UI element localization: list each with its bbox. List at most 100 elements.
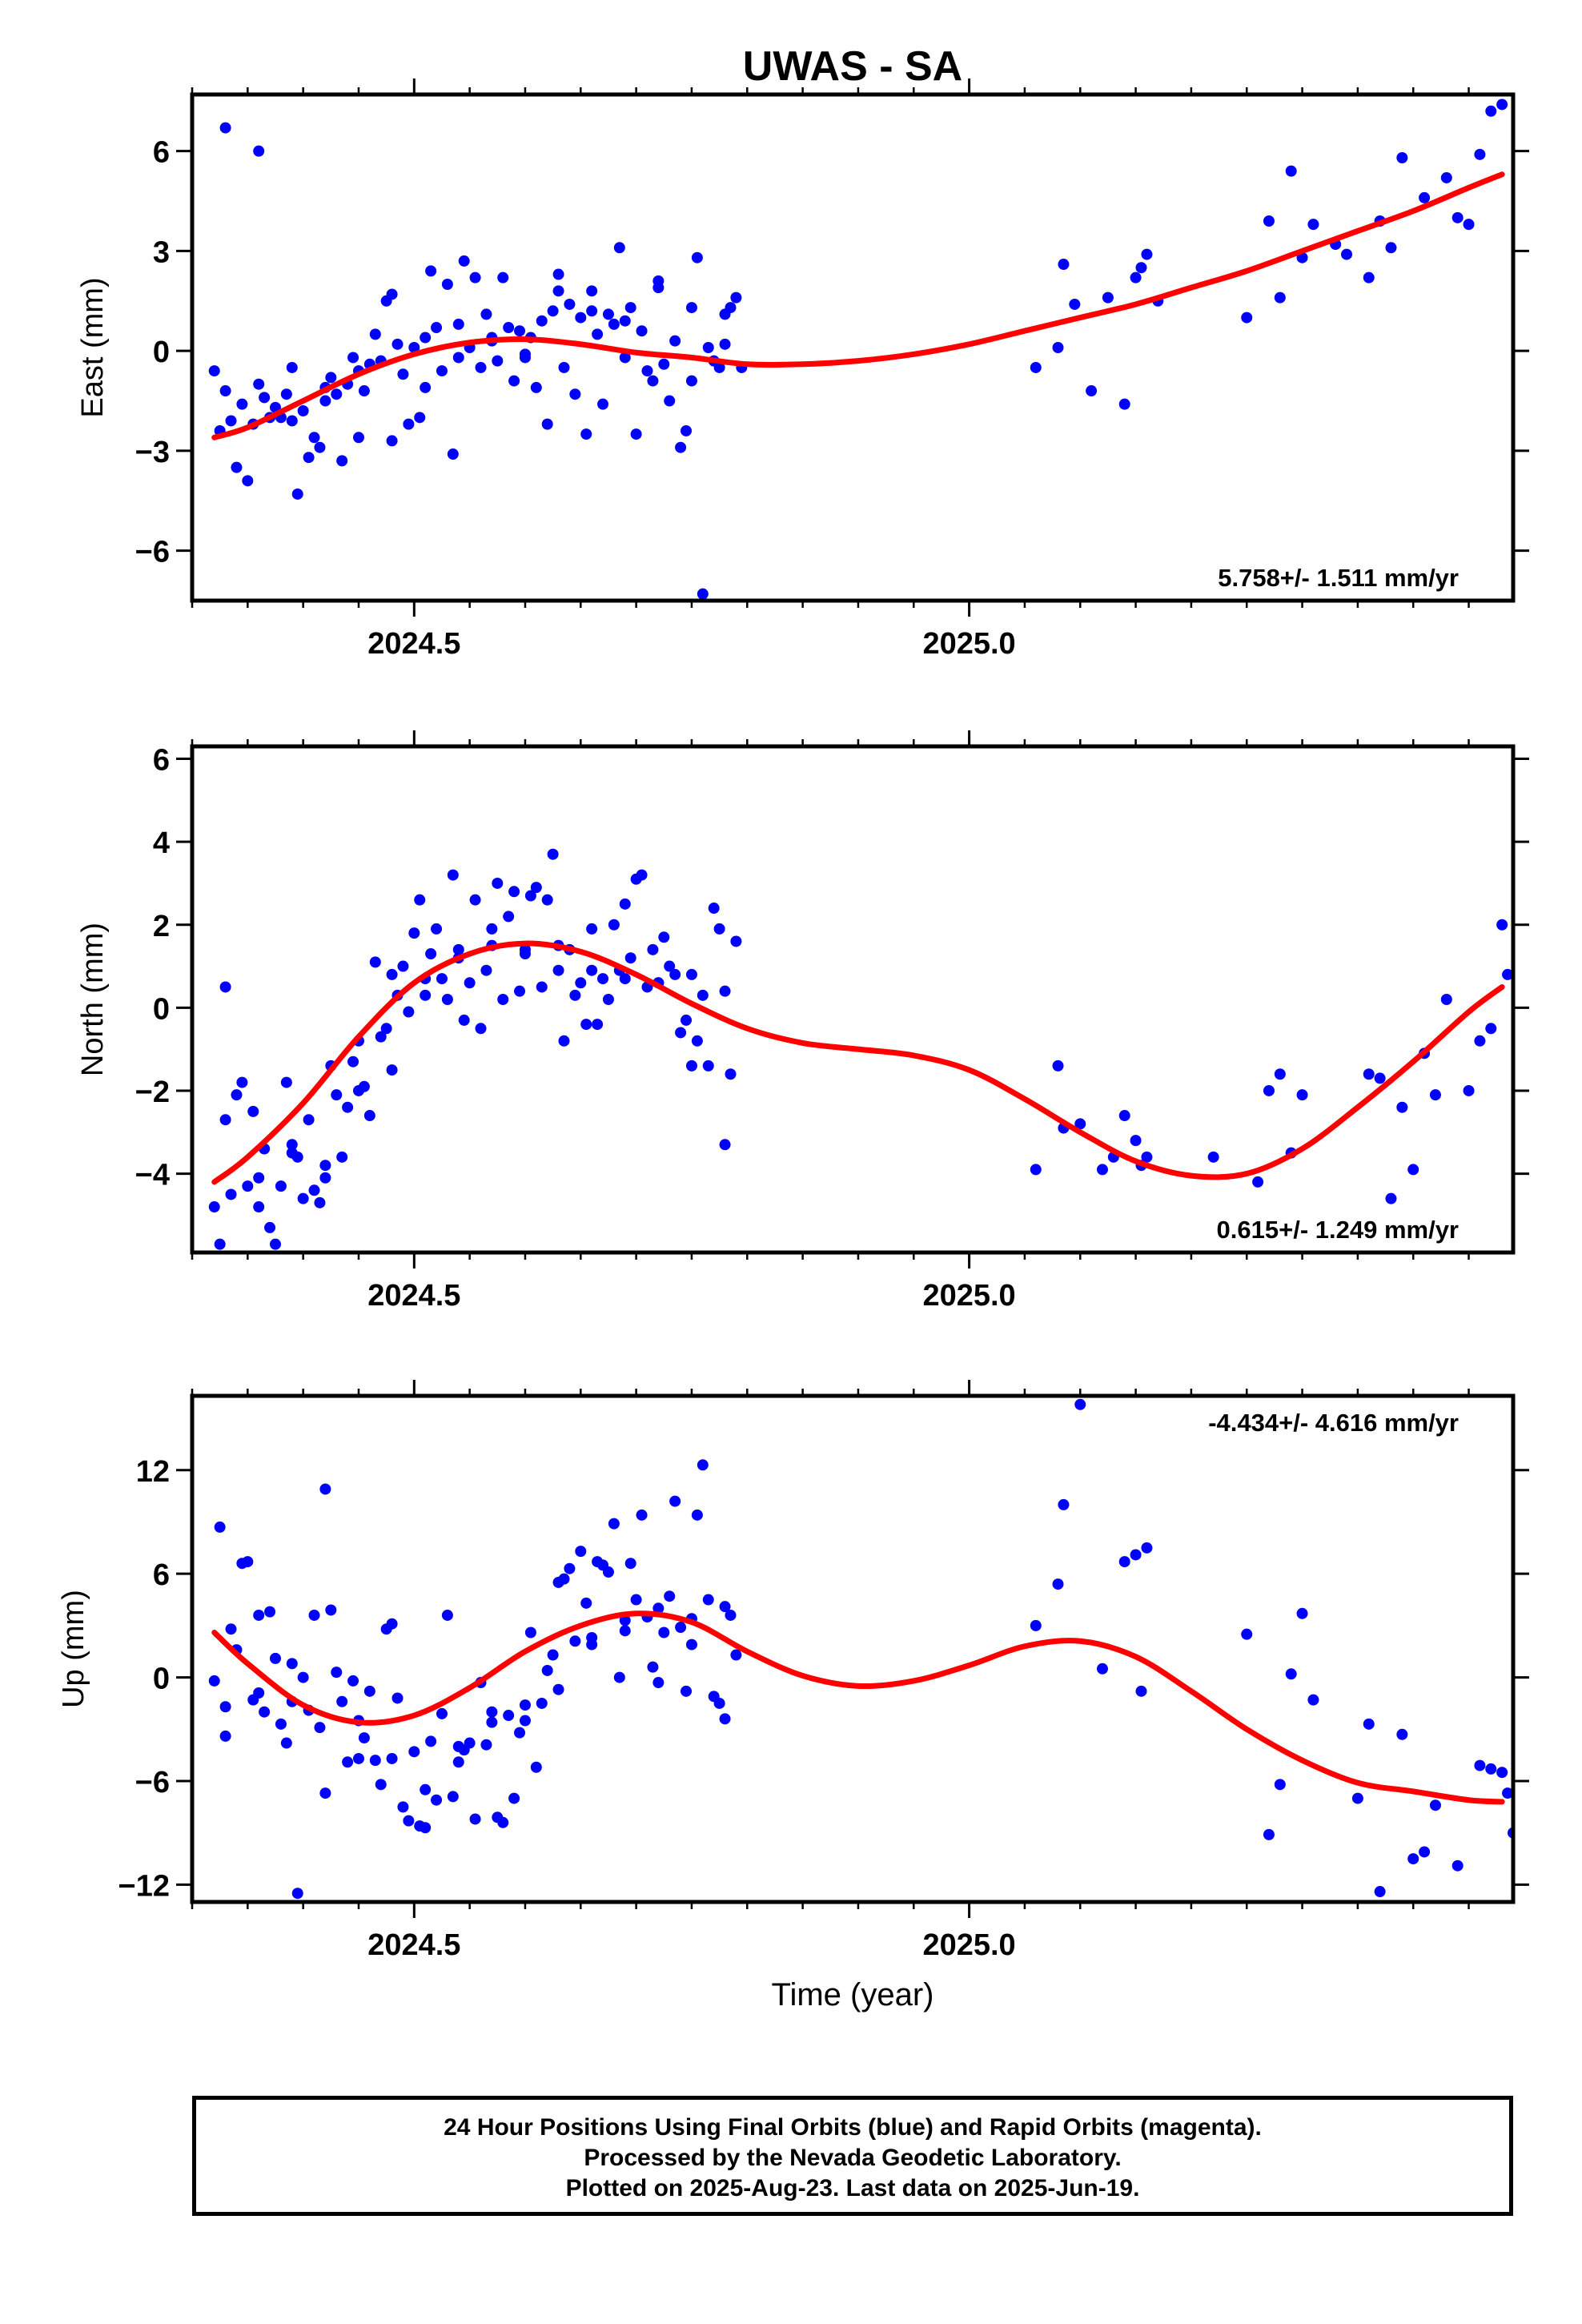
- up-data-point: [452, 1756, 464, 1768]
- up-data-point: [669, 1495, 681, 1507]
- north-data-point: [297, 1192, 309, 1204]
- east-data-point: [619, 315, 631, 327]
- north-data-point: [636, 869, 648, 881]
- north-data-point: [1141, 1151, 1153, 1163]
- east-data-point: [236, 398, 248, 410]
- east-data-point: [730, 292, 742, 304]
- up-data-point: [619, 1625, 631, 1637]
- north-data-point: [1485, 1023, 1497, 1035]
- up-data-point: [342, 1756, 354, 1768]
- up-data-point: [325, 1604, 337, 1616]
- north-data-point: [1440, 994, 1452, 1005]
- north-data-point: [375, 1031, 387, 1043]
- up-data-point: [480, 1739, 492, 1751]
- north-data-point: [691, 1035, 703, 1047]
- up-data-point: [1396, 1728, 1408, 1740]
- up-data-point: [1374, 1886, 1386, 1898]
- footer-box: 24 Hour Positions Using Final Orbits (bl…: [192, 2096, 1513, 2216]
- east-data-point: [1102, 292, 1114, 304]
- north-data-point: [1207, 1151, 1219, 1163]
- up-data-point: [1030, 1619, 1042, 1631]
- north-data-point: [386, 1064, 398, 1076]
- east-data-point: [492, 355, 504, 367]
- east-data-point: [231, 461, 243, 473]
- east-data-point: [608, 318, 620, 330]
- east-data-point: [541, 418, 553, 430]
- up-data-point: [469, 1813, 481, 1825]
- east-data-point: [1263, 215, 1275, 227]
- north-data-point: [1407, 1164, 1419, 1176]
- east-data-point: [569, 388, 581, 400]
- east-data-point: [208, 365, 220, 377]
- east-y-tick-label: 6: [153, 136, 170, 170]
- north-data-point: [719, 985, 731, 997]
- east-data-point: [564, 298, 576, 310]
- east-data-point: [286, 415, 298, 427]
- east-data-point: [1130, 271, 1142, 283]
- east-data-point: [336, 455, 348, 467]
- north-data-point: [725, 1068, 737, 1080]
- x-axis-label: Time (year): [772, 1977, 934, 2012]
- up-data-point: [391, 1692, 404, 1704]
- north-data-point: [420, 989, 432, 1001]
- north-data-point: [669, 968, 681, 980]
- east-data-point: [685, 302, 697, 314]
- north-data-point: [664, 960, 676, 972]
- north-points: [208, 848, 1513, 1250]
- east-data-point: [1363, 271, 1375, 283]
- east-data-point: [685, 375, 697, 387]
- north-data-point: [214, 1238, 226, 1250]
- north-data-point: [524, 890, 536, 902]
- north-data-point: [436, 973, 448, 985]
- up-data-point: [1502, 1787, 1513, 1799]
- north-data-point: [586, 923, 598, 935]
- north-data-point: [469, 894, 481, 906]
- up-data-point: [647, 1661, 659, 1673]
- up-data-point: [497, 1816, 509, 1828]
- up-data-point: [319, 1483, 331, 1495]
- north-data-point: [452, 943, 464, 955]
- up-data-point: [225, 1623, 237, 1635]
- north-data-point: [552, 964, 564, 976]
- north-data-point: [624, 952, 636, 964]
- up-data-point: [369, 1755, 381, 1767]
- east-data-point: [1274, 292, 1286, 304]
- north-data-point: [514, 985, 526, 997]
- north-data-point: [1263, 1084, 1275, 1096]
- up-data-point: [1307, 1694, 1319, 1706]
- up-data-point: [331, 1667, 343, 1679]
- up-data-point: [675, 1622, 687, 1634]
- north-data-point: [219, 1114, 231, 1126]
- up-data-point: [586, 1638, 598, 1651]
- figure-title: UWAS - SA: [743, 43, 962, 90]
- north-data-point: [269, 1238, 281, 1250]
- up-y-tick-label: −12: [118, 1869, 170, 1903]
- east-data-point: [575, 312, 587, 324]
- east-data-point: [253, 378, 265, 390]
- north-data-point: [242, 1180, 254, 1192]
- north-data-point: [247, 1105, 259, 1117]
- east-data-point: [391, 338, 404, 350]
- east-data-point: [414, 412, 426, 424]
- north-data-point: [580, 1019, 592, 1031]
- east-data-point: [675, 441, 687, 453]
- north-data-point: [308, 1184, 320, 1196]
- east-data-point: [602, 308, 614, 320]
- up-data-point: [352, 1752, 364, 1764]
- east-data-point: [259, 392, 271, 404]
- up-data-point: [713, 1697, 725, 1709]
- east-data-point: [630, 428, 642, 440]
- east-data-point: [586, 305, 598, 317]
- north-data-point: [1274, 1068, 1286, 1080]
- north-data-point: [464, 977, 476, 989]
- north-data-point: [1385, 1192, 1397, 1204]
- east-data-point: [408, 342, 420, 353]
- east-y-axis-label: East (mm): [76, 277, 110, 417]
- north-x-tick-label: 2024.5: [367, 1279, 460, 1313]
- east-data-point: [681, 424, 693, 436]
- east-data-point: [420, 381, 432, 393]
- east-data-point: [386, 288, 398, 300]
- up-data-point: [280, 1737, 292, 1749]
- north-data-point: [414, 894, 426, 906]
- up-data-point: [291, 1888, 303, 1900]
